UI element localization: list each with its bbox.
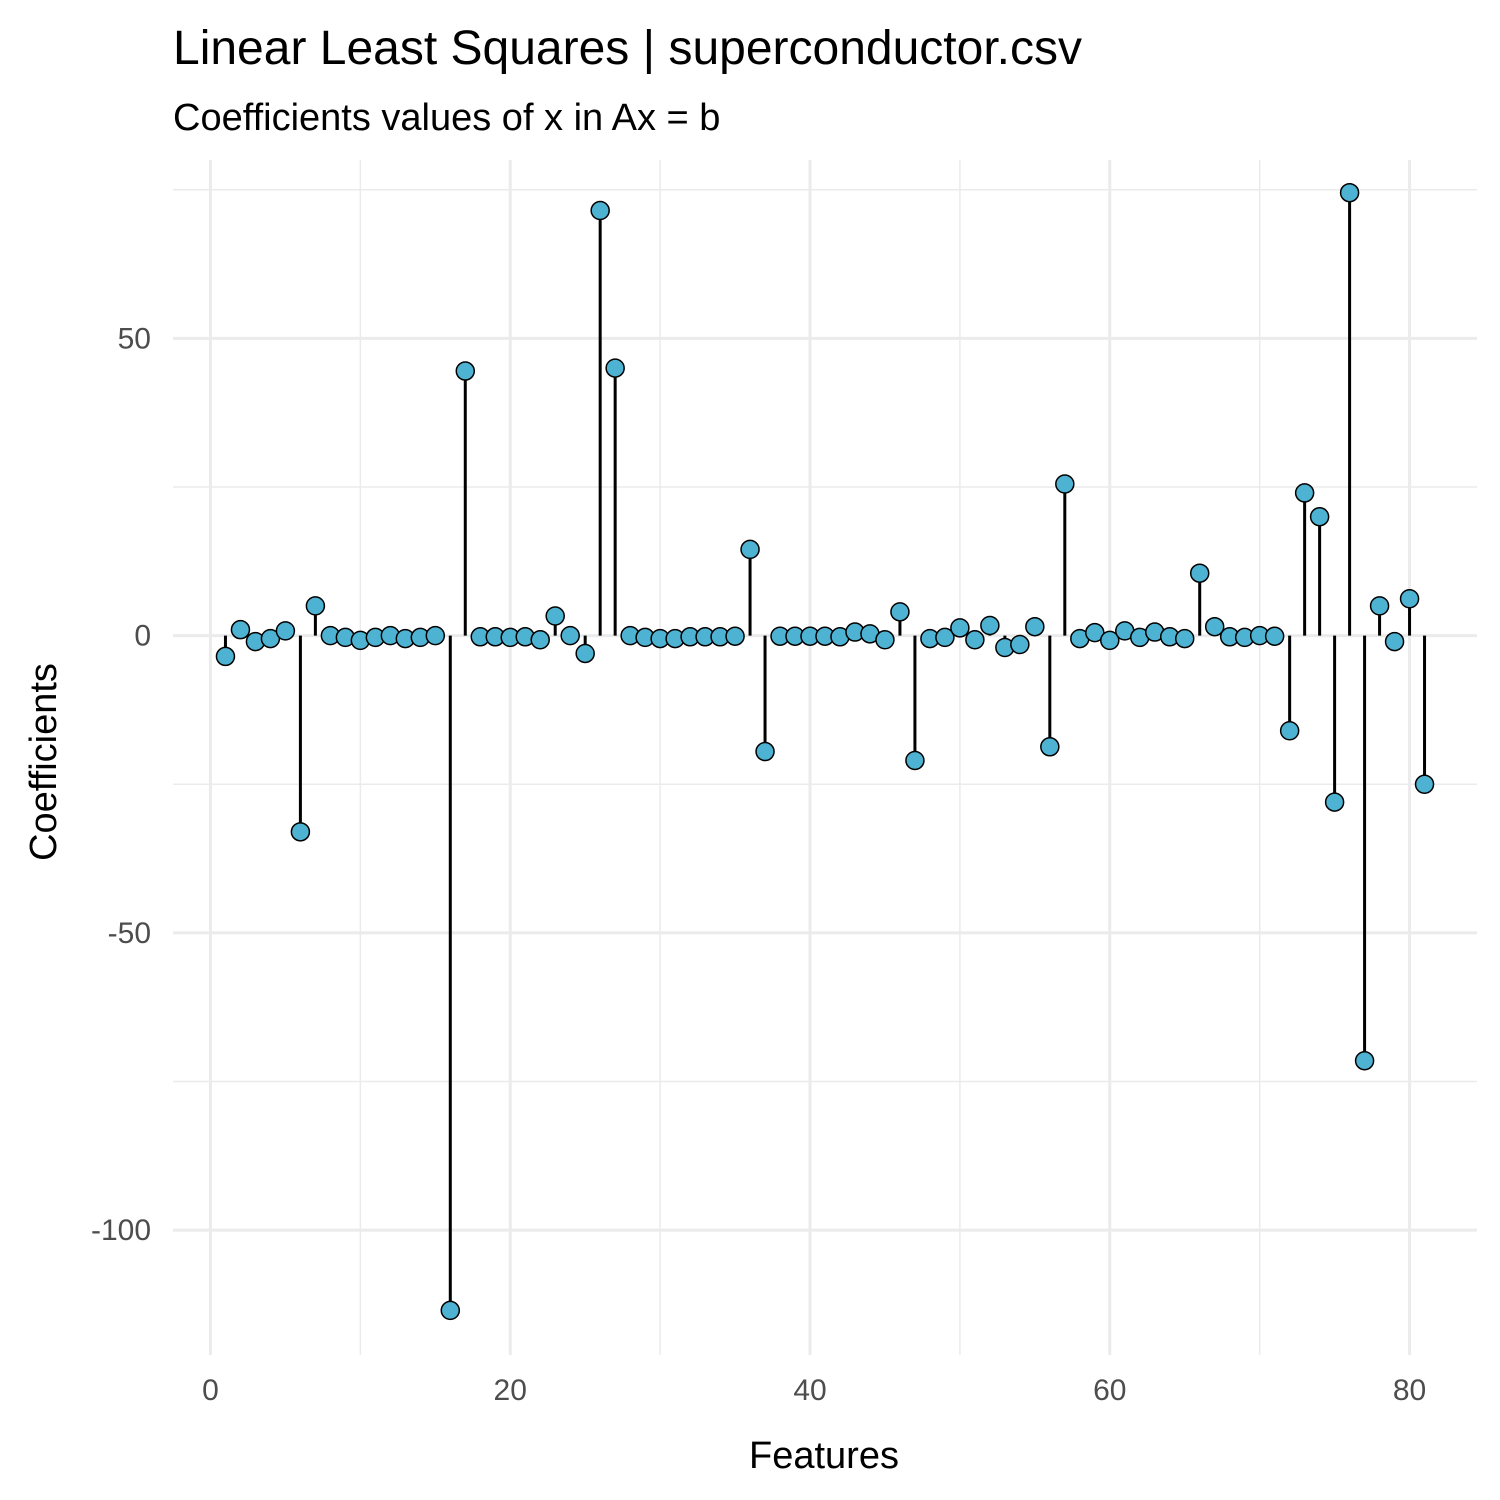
data-point	[875, 630, 895, 650]
data-point	[1025, 616, 1045, 637]
data-point	[1204, 616, 1225, 637]
data-points	[215, 182, 1435, 1321]
x-axis-title: Features	[749, 1435, 899, 1477]
data-point	[980, 615, 1000, 636]
chart-title: Linear Least Squares | superconductor.cs…	[173, 22, 1082, 75]
data-point	[545, 606, 565, 626]
x-tick-label: 20	[494, 1374, 527, 1407]
data-point	[740, 539, 760, 560]
data-point	[425, 625, 446, 646]
data-point	[1324, 792, 1345, 812]
data-point	[290, 822, 311, 842]
data-point	[560, 625, 580, 646]
chart-subtitle: Coefficients values of x in Ax = b	[173, 97, 720, 139]
data-point	[1279, 720, 1300, 741]
y-tick-label: 50	[118, 322, 151, 355]
x-tick-label: 0	[202, 1374, 219, 1407]
data-point	[1414, 774, 1435, 795]
stem-lines	[223, 192, 1427, 1311]
y-tick-label: 0	[134, 620, 151, 653]
data-point	[1369, 596, 1390, 616]
data-point	[1264, 626, 1285, 646]
data-point	[305, 596, 326, 616]
data-point	[890, 602, 910, 622]
data-point	[965, 630, 985, 650]
x-tick-label: 40	[793, 1374, 826, 1407]
data-point	[1399, 589, 1420, 609]
x-tick-label: 80	[1393, 1374, 1426, 1407]
data-point	[1354, 1050, 1375, 1071]
data-point	[755, 741, 775, 762]
data-point	[950, 618, 970, 638]
x-tick-label: 60	[1093, 1374, 1126, 1407]
data-point	[455, 361, 476, 381]
data-point	[260, 628, 281, 649]
data-point	[1384, 631, 1405, 652]
data-point	[605, 358, 625, 378]
data-point	[1174, 628, 1195, 649]
data-point	[1294, 483, 1315, 503]
data-point	[1055, 474, 1075, 494]
data-point	[1040, 737, 1060, 757]
data-point	[1309, 506, 1330, 527]
data-point	[1189, 563, 1210, 583]
y-tick-label: -100	[91, 1214, 151, 1247]
data-point	[440, 1300, 461, 1321]
data-point	[935, 627, 955, 648]
data-point	[1085, 622, 1105, 643]
axis-ticks: 0 20 40 60 80 -100 -50 0 50	[91, 322, 1426, 1407]
data-point	[275, 621, 296, 641]
data-point	[215, 646, 236, 667]
data-point	[905, 750, 925, 771]
y-axis-title: Coefficients	[23, 663, 65, 861]
data-point	[725, 626, 745, 646]
data-point	[1339, 182, 1360, 203]
data-point	[575, 643, 595, 664]
plot-grid	[173, 160, 1477, 1355]
data-point	[530, 630, 550, 650]
data-point	[230, 619, 251, 640]
data-point	[1100, 630, 1120, 651]
y-tick-label: -50	[108, 917, 151, 950]
data-point	[590, 200, 610, 221]
data-point	[1010, 634, 1030, 655]
